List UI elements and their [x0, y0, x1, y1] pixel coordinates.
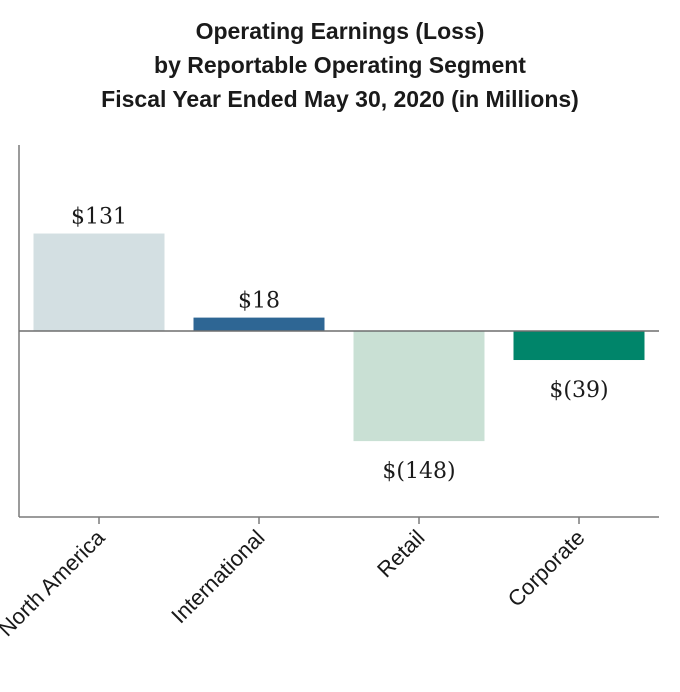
axes-layer — [18, 145, 659, 524]
data-label-international: $18 — [238, 289, 280, 314]
chart-title-line-2: by Reportable Operating Segment — [154, 52, 526, 78]
x-tick-label-north-america: North America — [0, 524, 110, 641]
chart-title-line-3: Fiscal Year Ended May 30, 2020 (in Milli… — [101, 86, 579, 112]
chart-title-line-1: Operating Earnings (Loss) — [195, 18, 485, 44]
bar-north-america — [33, 233, 165, 331]
bar-corporate — [513, 331, 645, 361]
x-tick-label-international: International — [166, 525, 269, 628]
bar-international — [193, 317, 325, 331]
bar-retail — [353, 331, 485, 442]
chart-title: Operating Earnings (Loss) by Reportable … — [0, 14, 680, 116]
data-label-retail: $(148) — [382, 459, 455, 484]
bars-layer — [33, 233, 645, 442]
x-tick-label-retail: Retail — [372, 525, 429, 582]
x-tick-label-corporate: Corporate — [503, 525, 590, 612]
data-label-corporate: $(39) — [549, 378, 608, 403]
data-label-north-america: $131 — [71, 205, 127, 230]
